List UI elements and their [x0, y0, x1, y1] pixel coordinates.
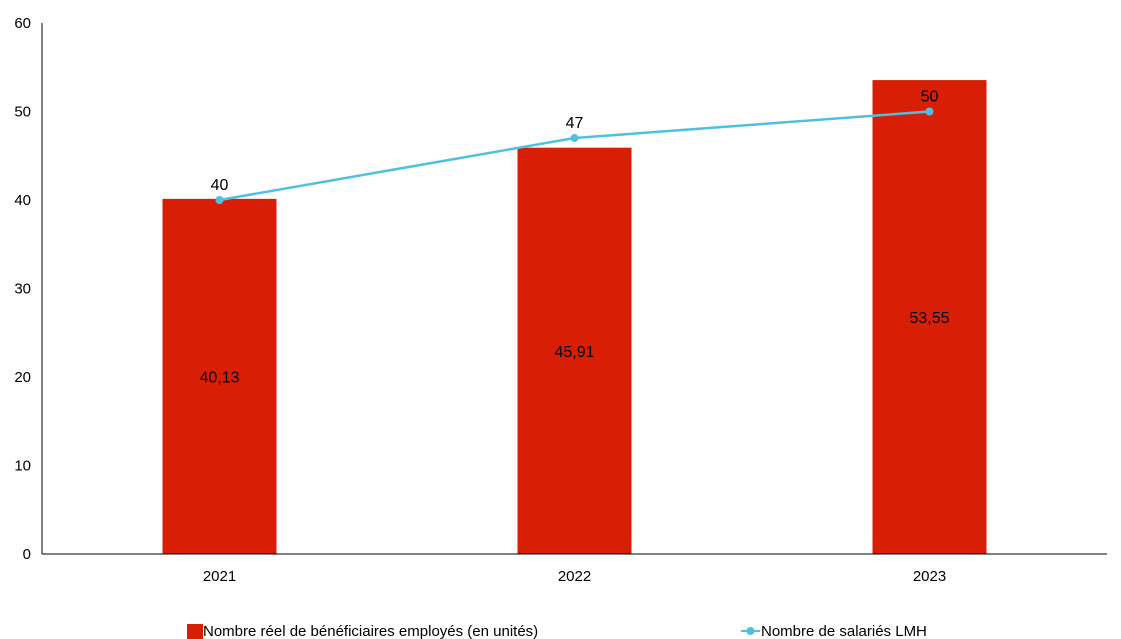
line-value-label: 50: [921, 89, 939, 106]
line-series: [215, 107, 934, 204]
y-tick-label: 40: [14, 192, 31, 209]
bar-value-labels: 40,13 45,91 53,55: [199, 310, 949, 386]
legend-bar-swatch: [187, 624, 203, 639]
y-tick-label: 20: [14, 369, 31, 386]
bar-value-label: 53,55: [909, 310, 949, 327]
line-value-label: 40: [211, 177, 229, 194]
line-value-label: 47: [566, 115, 584, 132]
y-tick-label: 0: [23, 546, 31, 563]
bar: [872, 80, 987, 555]
line-point: [215, 196, 224, 204]
line-point: [925, 107, 934, 116]
y-tick-label: 50: [14, 104, 31, 121]
bar-series: [162, 80, 987, 555]
x-tick-label: 2023: [913, 568, 946, 585]
y-tick-label: 60: [14, 15, 31, 32]
y-axis-ticks: 0 10 20 30 40 50 60: [14, 15, 31, 563]
bar: [517, 147, 632, 554]
y-tick-label: 10: [14, 458, 31, 475]
bar: [162, 198, 277, 555]
bar-value-label: 40,13: [199, 369, 239, 386]
line-point: [570, 134, 579, 143]
legend-line-marker: [746, 627, 755, 635]
y-tick-label: 30: [14, 281, 31, 298]
legend-bar-label: Nombre réel de bénéficiaires employés (e…: [203, 623, 538, 639]
legend-line-label: Nombre de salariés LMH: [761, 623, 927, 639]
x-tick-label: 2021: [203, 568, 236, 585]
legend: Nombre réel de bénéficiaires employés (e…: [187, 623, 927, 639]
line-value-labels: 40 47 50: [211, 89, 939, 195]
x-tick-label: 2022: [558, 568, 591, 585]
bar-value-label: 45,91: [554, 344, 594, 361]
x-axis-ticks: 2021 2022 2023: [203, 568, 946, 585]
